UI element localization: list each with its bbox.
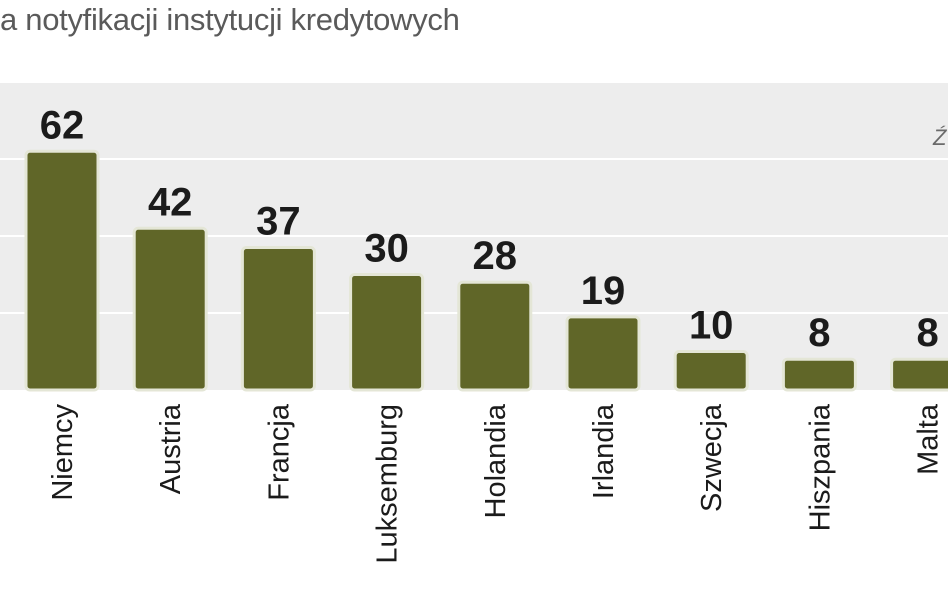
value-label: 8 xyxy=(916,311,938,355)
value-label: 42 xyxy=(148,180,193,224)
bars xyxy=(24,149,948,392)
bar-holandia xyxy=(457,280,533,392)
value-label: 8 xyxy=(808,311,830,355)
value-labels: 62 42 37 30 28 19 10 8 8 xyxy=(40,103,939,355)
bar-hiszpania xyxy=(781,357,857,392)
bar-szwecja xyxy=(673,350,749,392)
category-label: Irlandia xyxy=(588,403,620,499)
value-label: 37 xyxy=(256,200,301,244)
value-label: 10 xyxy=(689,304,734,348)
category-label: Francja xyxy=(263,403,295,501)
bar-francja xyxy=(240,246,316,392)
category-label: Holandia xyxy=(480,403,512,518)
bar-austria xyxy=(132,226,208,392)
category-label: Niemcy xyxy=(47,404,79,501)
bar-niemcy xyxy=(24,149,100,392)
value-label: 62 xyxy=(40,103,85,147)
bar-luksemburg xyxy=(349,273,425,392)
category-label: Luksemburg xyxy=(372,404,404,564)
value-label: 30 xyxy=(364,227,409,271)
bar-irlandia xyxy=(565,315,641,392)
category-label: Szwecja xyxy=(696,403,728,512)
source-note: Ź xyxy=(933,125,947,150)
chart-title: a notyfikacji instytucji kredytowych xyxy=(0,2,460,37)
category-labels: Niemcy Austria Francja Luksemburg Holandia Ir… xyxy=(47,403,945,563)
value-label: 28 xyxy=(473,234,518,278)
category-label: Malta xyxy=(913,403,945,475)
category-label: Hiszpania xyxy=(804,403,836,531)
bar-malta xyxy=(890,357,948,392)
category-label: Austria xyxy=(155,403,187,494)
value-label: 19 xyxy=(581,269,626,313)
